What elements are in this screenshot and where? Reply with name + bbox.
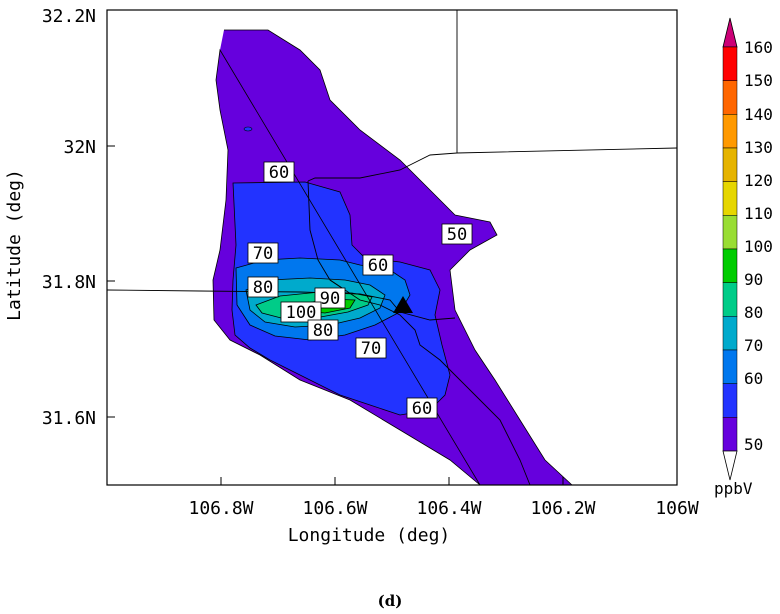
- y-tick-label: 32.2N: [42, 6, 96, 27]
- svg-text:60: 60: [412, 399, 432, 419]
- colorbar-swatch: [722, 46, 738, 81]
- colorbar-label: 120: [744, 171, 773, 190]
- svg-text:80: 80: [253, 278, 273, 298]
- colorbar-swatch: [722, 248, 738, 283]
- x-tick-label: 106.8W: [188, 498, 253, 519]
- svg-text:60: 60: [269, 163, 289, 183]
- colorbar-label: 140: [744, 105, 773, 124]
- colorbar-label: 150: [744, 71, 773, 90]
- colorbar-swatches: [722, 46, 738, 452]
- colorbar-tick-labels: 160 150 140 130 120 110 100 90 80 70 60 …: [744, 38, 773, 454]
- x-tick-label: 106W: [655, 498, 699, 519]
- contour-label: 70: [247, 242, 279, 264]
- colorbar-label: 160: [744, 38, 773, 57]
- contour-line-50: [212, 29, 573, 486]
- x-tick-label: 106.6W: [302, 498, 367, 519]
- isolated-contour: [243, 126, 253, 132]
- contour-label: 60: [362, 254, 394, 276]
- contour-label: 60: [406, 397, 438, 419]
- colorbar-swatch: [722, 147, 738, 182]
- boundary-lines: [106, 10, 678, 486]
- colorbar: 160 150 140 130 120 110 100 90 80 70 60 …: [714, 17, 773, 498]
- y-tick-label: 31.8N: [42, 272, 96, 293]
- contour-label: 90: [314, 287, 346, 309]
- contour-label: 100: [280, 301, 322, 323]
- contour-label: 80: [307, 319, 339, 341]
- boundary-state-line: [106, 289, 456, 321]
- svg-text:100: 100: [286, 303, 317, 323]
- map-figure: 60 50 70 60 80 90 100 80: [4, 6, 773, 546]
- contour-lines: [212, 29, 573, 486]
- boundary-rio-grande: [329, 279, 531, 486]
- contour-label: 80: [247, 276, 279, 298]
- colorbar-label: 60: [744, 369, 763, 388]
- colorbar-swatch: [722, 282, 738, 317]
- colorbar-top-arrow: [722, 17, 738, 48]
- colorbar-unit: ppbV: [714, 479, 753, 498]
- colorbar-label: 100: [744, 237, 773, 256]
- colorbar-bottom-arrow: [722, 450, 738, 481]
- contour-label: 70: [355, 337, 387, 359]
- colorbar-swatch: [722, 383, 738, 418]
- svg-text:90: 90: [320, 289, 340, 309]
- x-axis-title: Longitude (deg): [288, 525, 451, 546]
- station-marker-triangle: [393, 296, 413, 313]
- y-tick-label: 32N: [63, 137, 96, 158]
- colorbar-label: 80: [744, 303, 763, 322]
- svg-text:70: 70: [361, 339, 381, 359]
- y-axis-title: Latitude (deg): [4, 169, 25, 321]
- colorbar-label: 90: [744, 270, 763, 289]
- contour-line-90: [255, 291, 373, 320]
- colorbar-label: 110: [744, 204, 773, 223]
- contour-label: 50: [441, 223, 473, 245]
- plot-border: [106, 9, 678, 486]
- colorbar-swatch: [722, 114, 738, 149]
- colorbar-swatch: [722, 417, 738, 452]
- colorbar-swatch: [722, 181, 738, 216]
- tick-marks: [107, 9, 564, 485]
- colorbar-swatch: [722, 215, 738, 250]
- contour-line-60: [231, 181, 451, 416]
- y-tick-labels: 32.2N 32N 31.8N 31.6N: [42, 6, 96, 429]
- svg-text:50: 50: [447, 225, 467, 245]
- y-tick-label: 31.6N: [42, 408, 96, 429]
- svg-text:80: 80: [313, 321, 333, 341]
- boundary-north-horizontal: [307, 147, 678, 182]
- x-tick-label: 106.2W: [530, 498, 595, 519]
- colorbar-swatch: [722, 80, 738, 115]
- svg-text:70: 70: [253, 244, 273, 264]
- colorbar-swatch: [722, 349, 738, 384]
- colorbar-label: 50: [744, 435, 763, 454]
- x-tick-labels: 106.8W 106.6W 106.4W 106.2W 106W: [188, 498, 698, 519]
- contour-label-group: 60 50 70 60 80 90 100 80: [247, 161, 473, 419]
- colorbar-label: 70: [744, 336, 763, 355]
- x-tick-label: 106.4W: [416, 498, 481, 519]
- contour-line-80: [245, 277, 386, 328]
- figure-caption: (d): [377, 592, 403, 610]
- colorbar-swatch: [722, 316, 738, 351]
- colorbar-label: 130: [744, 138, 773, 157]
- svg-text:60: 60: [368, 256, 388, 276]
- contour-label: 60: [263, 161, 295, 183]
